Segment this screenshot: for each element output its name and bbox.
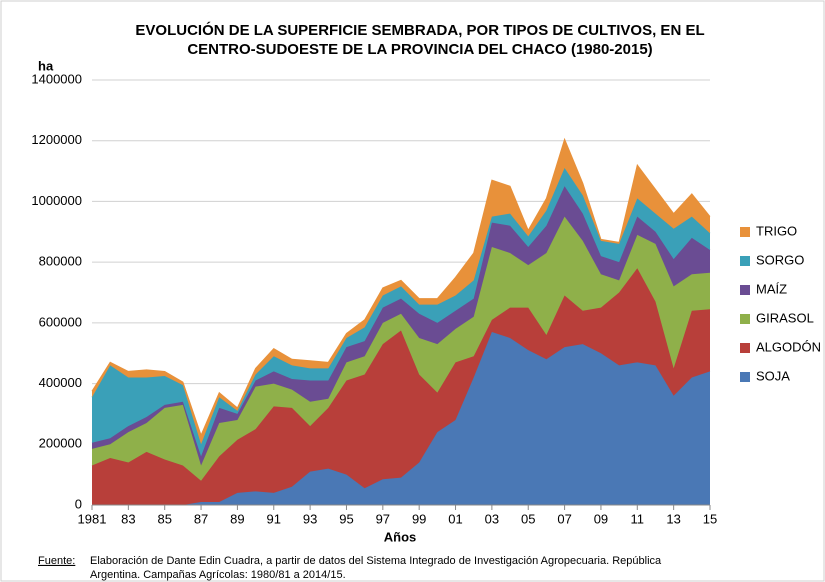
legend-swatch [740, 285, 750, 295]
y-tick-label: 200000 [39, 436, 82, 451]
y-tick-label: 800000 [39, 254, 82, 269]
x-tick-label: 93 [303, 511, 317, 526]
legend-label: SORGO [756, 252, 804, 267]
y-tick-label: 1000000 [31, 193, 82, 208]
area-fill [92, 331, 710, 505]
y-tick-label: 400000 [39, 375, 82, 390]
x-tick-label: 91 [267, 511, 281, 526]
x-tick-label: 03 [485, 511, 499, 526]
y-tick-label: 600000 [39, 314, 82, 329]
legend-label: MAÍZ [756, 281, 787, 296]
legend-label: TRIGO [756, 223, 797, 238]
x-axis-label: Años [384, 529, 417, 544]
x-tick-label: 01 [448, 511, 462, 526]
chart-title: EVOLUCIÓN DE LA SUPERFICIE SEMBRADA, POR… [135, 21, 704, 39]
legend-swatch [740, 314, 750, 324]
legend-label: GIRASOL [756, 310, 814, 325]
x-tick-label: 97 [376, 511, 390, 526]
x-tick-label: 85 [157, 511, 171, 526]
x-tick-label: 09 [594, 511, 608, 526]
area-fill [92, 216, 710, 481]
x-tick-label: 13 [666, 511, 680, 526]
y-axis-label: ha [38, 58, 54, 73]
x-tick-label: 15 [703, 511, 717, 526]
x-tick-label: 83 [121, 511, 135, 526]
source: Elaboración de Dante Edin Cuadra, a part… [90, 555, 662, 567]
source: Argentina. Campañas Agrícolas: 1980/81 a… [90, 569, 346, 581]
x-tick-label: 1981 [78, 511, 107, 526]
source-label: Fuente: [38, 555, 75, 567]
legend-label: SOJA [756, 368, 790, 383]
legend-swatch [740, 372, 750, 382]
x-tick-label: 87 [194, 511, 208, 526]
x-tick-label: 07 [557, 511, 571, 526]
legend-label: ALGODÓN [756, 339, 821, 354]
x-tick-label: 11 [631, 511, 645, 526]
x-tick-label: 95 [339, 511, 353, 526]
x-tick-label: 89 [230, 511, 244, 526]
area-fill [92, 268, 710, 505]
x-tick-label: 99 [412, 511, 426, 526]
legend-swatch [740, 256, 750, 266]
y-tick-label: 1200000 [31, 132, 82, 147]
x-tick-label: 05 [521, 511, 535, 526]
legend-swatch [740, 227, 750, 237]
legend-swatch [740, 343, 750, 353]
chart-title: CENTRO-SUDOESTE DE LA PROVINCIA DEL CHAC… [187, 41, 652, 58]
y-tick-label: 0 [75, 496, 82, 511]
area-top [91, 137, 711, 437]
y-tick-label: 1400000 [31, 71, 82, 86]
